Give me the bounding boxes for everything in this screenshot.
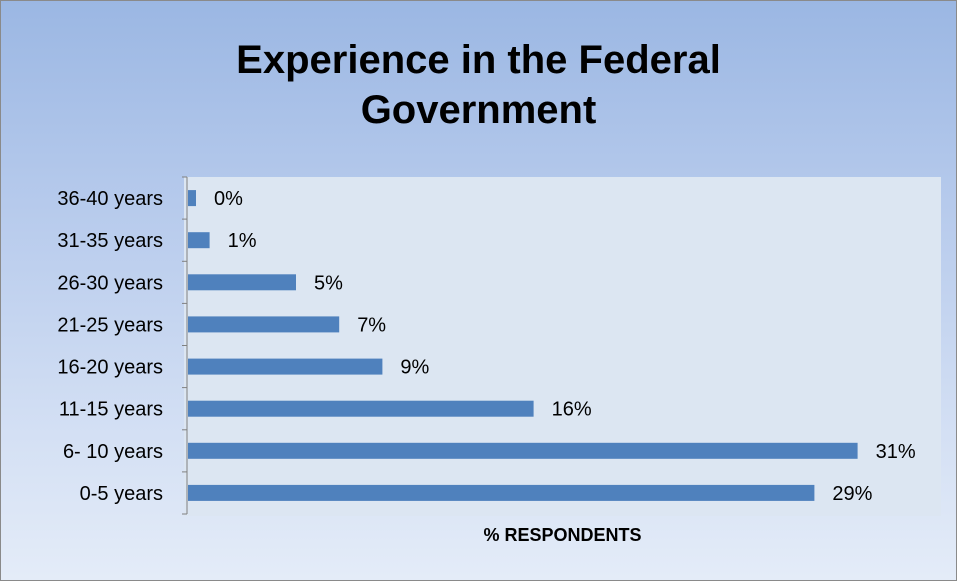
data-label: 31% bbox=[876, 441, 916, 463]
category-label: 0-5 years bbox=[80, 483, 163, 505]
category-label: 26-30 years bbox=[57, 272, 163, 294]
data-label: 9% bbox=[400, 357, 429, 379]
category-label: 16-20 years bbox=[57, 357, 163, 379]
chart-title-line-1: Experience in the Federal bbox=[236, 38, 721, 82]
bar bbox=[188, 316, 340, 333]
bar bbox=[188, 232, 210, 249]
data-label: 16% bbox=[552, 399, 592, 421]
category-label: 36-40 years bbox=[57, 188, 163, 210]
data-label: 0% bbox=[214, 188, 243, 210]
bar bbox=[188, 274, 296, 291]
category-label: 31-35 years bbox=[57, 230, 163, 252]
chart-title-line-2: Government bbox=[360, 88, 597, 132]
category-label: 11-15 years bbox=[59, 399, 163, 421]
data-label: 1% bbox=[228, 230, 257, 252]
bar bbox=[188, 358, 383, 375]
bar bbox=[188, 190, 196, 207]
category-label: 21-25 years bbox=[57, 314, 163, 336]
bar bbox=[188, 442, 858, 459]
plot-area bbox=[184, 177, 941, 516]
x-axis-title: % RESPONDENTS bbox=[483, 525, 642, 545]
data-label: 5% bbox=[314, 272, 343, 294]
chart-title: Experience in the Federal Government bbox=[1, 35, 956, 135]
bar bbox=[188, 484, 815, 501]
data-label: 7% bbox=[357, 314, 386, 336]
data-label: 29% bbox=[832, 483, 872, 505]
bar bbox=[188, 400, 534, 417]
category-label: 6- 10 years bbox=[63, 441, 163, 463]
